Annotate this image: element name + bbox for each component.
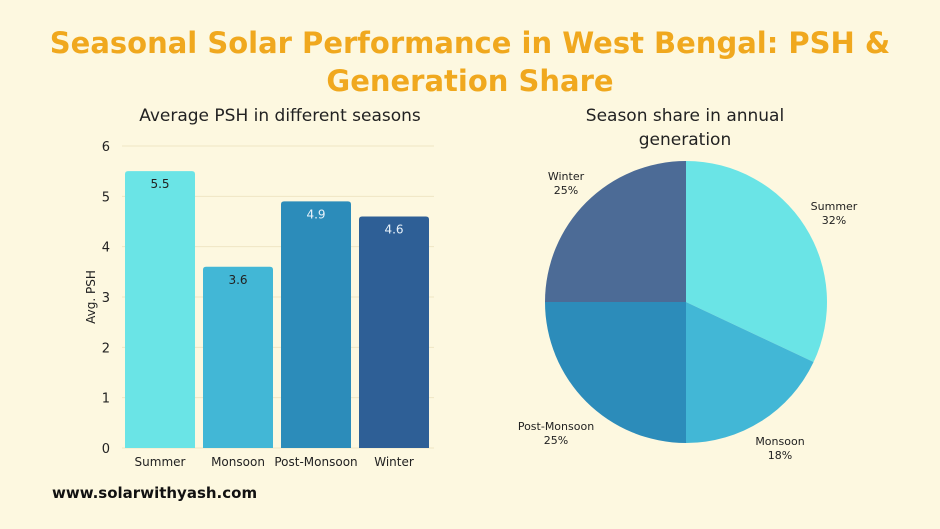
y-tick-label: 2 [102, 341, 110, 356]
y-tick-label: 6 [102, 140, 110, 155]
bar-monsoon [203, 266, 273, 448]
pie-label: Winter [548, 170, 585, 183]
pie-label: Monsoon [755, 435, 804, 448]
pie-percent-label: 25% [544, 434, 568, 447]
pie-percent-label: 32% [822, 214, 846, 227]
pie-slice-winter [545, 161, 686, 302]
bar-value-label: 4.9 [306, 207, 325, 221]
bar-value-label: 5.5 [150, 177, 169, 191]
x-tick-label: Monsoon [211, 455, 265, 469]
x-tick-label: Summer [135, 455, 186, 469]
y-tick-label: 5 [102, 190, 110, 205]
pie-percent-label: 25% [554, 184, 578, 197]
pie-chart-title: Season share in annual generation [585, 106, 785, 150]
pie-slice-summer [686, 161, 827, 363]
bar-value-label: 4.6 [384, 222, 403, 236]
y-tick-label: 4 [102, 241, 110, 256]
pie-percent-label: 18% [768, 449, 792, 462]
pie-slice-post-monsoon [545, 302, 686, 443]
pie-slice-monsoon [686, 302, 814, 443]
bar-summer [125, 171, 195, 448]
bar-value-label: 3.6 [228, 273, 247, 287]
y-tick-label: 0 [102, 442, 110, 457]
website-link[interactable]: www.solarwithyash.com [52, 484, 258, 502]
pie-label: Post-Monsoon [518, 420, 594, 433]
pie-label: Summer [811, 200, 858, 213]
y-axis-label: Avg. PSH [84, 270, 98, 324]
x-tick-label: Post-Monsoon [274, 455, 357, 469]
x-tick-label: Winter [374, 455, 414, 469]
y-tick-label: 1 [102, 392, 110, 407]
page-title: Seasonal Solar Performance in West Benga… [49, 26, 891, 98]
y-tick-label: 3 [102, 291, 110, 306]
bar-post-monsoon [281, 201, 351, 448]
bar-chart-title: Average PSH in different seasons [139, 106, 421, 126]
bar-winter [359, 216, 429, 448]
